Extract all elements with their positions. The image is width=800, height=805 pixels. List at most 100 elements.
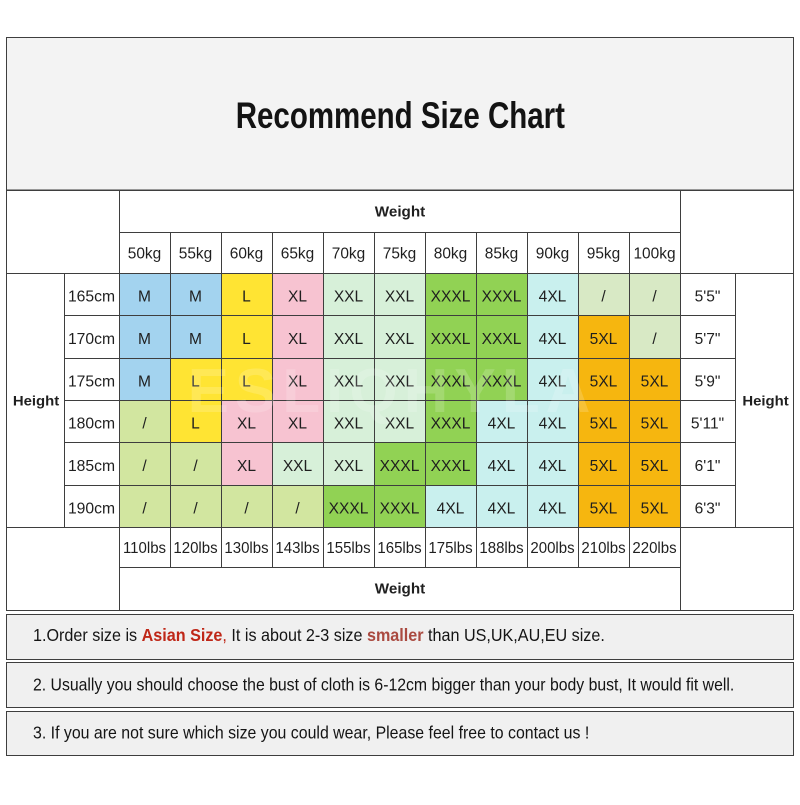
svg-text:XXL: XXL: [334, 458, 364, 475]
svg-text:175lbs: 175lbs: [428, 540, 473, 557]
svg-text:5'11": 5'11": [691, 415, 724, 432]
svg-text:50kg: 50kg: [128, 245, 161, 262]
svg-text:/: /: [193, 500, 198, 517]
svg-text:155lbs: 155lbs: [326, 540, 371, 557]
svg-text:XXXL: XXXL: [482, 331, 522, 348]
svg-text:/: /: [601, 288, 606, 305]
svg-text:XXL: XXL: [334, 415, 364, 432]
svg-text:4XL: 4XL: [539, 331, 567, 348]
svg-text:6'3": 6'3": [695, 500, 721, 517]
svg-text:4XL: 4XL: [488, 458, 516, 475]
svg-text:M: M: [189, 288, 202, 305]
svg-text:Height: Height: [742, 394, 789, 410]
svg-text:170cm: 170cm: [68, 331, 115, 348]
svg-text:XL: XL: [237, 458, 256, 475]
svg-text:80kg: 80kg: [434, 245, 467, 262]
svg-text:XXXL: XXXL: [431, 288, 471, 305]
svg-text:5'9": 5'9": [695, 373, 721, 390]
svg-text:XXL: XXL: [334, 288, 364, 305]
svg-text:XL: XL: [288, 373, 307, 390]
svg-text:4XL: 4XL: [488, 415, 516, 432]
svg-text:/: /: [142, 415, 147, 432]
svg-text:/: /: [244, 500, 249, 517]
svg-text:XXL: XXL: [385, 288, 415, 305]
svg-text:XXXL: XXXL: [482, 288, 522, 305]
svg-text:5XL: 5XL: [590, 373, 618, 390]
svg-text:XXXL: XXXL: [431, 458, 471, 475]
svg-text:XXL: XXL: [334, 331, 364, 348]
svg-text:188lbs: 188lbs: [479, 540, 524, 557]
svg-text:3. If you are not sure which s: 3. If you are not sure which size you co…: [33, 723, 589, 743]
svg-text:XXXL: XXXL: [380, 458, 420, 475]
svg-text:ESLIQHYLA: ESLIQHYLA: [188, 357, 597, 426]
svg-text:130lbs: 130lbs: [224, 540, 269, 557]
svg-text:4XL: 4XL: [539, 415, 567, 432]
svg-text:2. Usually you should choose t: 2. Usually you should choose the bust of…: [33, 675, 734, 695]
svg-text:XXXL: XXXL: [431, 331, 471, 348]
svg-text:M: M: [189, 331, 202, 348]
svg-text:L: L: [191, 415, 200, 432]
svg-text:L: L: [242, 331, 251, 348]
svg-text:143lbs: 143lbs: [275, 540, 320, 557]
svg-text:XXL: XXL: [385, 415, 415, 432]
svg-text:5XL: 5XL: [590, 458, 618, 475]
svg-text:/: /: [142, 458, 147, 475]
svg-text:90kg: 90kg: [536, 245, 569, 262]
svg-text:XXL: XXL: [283, 458, 313, 475]
svg-text:4XL: 4XL: [488, 500, 516, 517]
svg-text:4XL: 4XL: [539, 500, 567, 517]
svg-text:XXXL: XXXL: [329, 500, 369, 517]
svg-text:185cm: 185cm: [68, 458, 115, 475]
svg-text:Height: Height: [13, 394, 60, 410]
svg-text:220lbs: 220lbs: [632, 540, 677, 557]
svg-text:95kg: 95kg: [587, 245, 620, 262]
svg-text:Recommend Size Chart: Recommend Size Chart: [236, 96, 565, 137]
svg-text:1.Order size is Asian Size, It: 1.Order size is Asian Size, It is about …: [33, 625, 605, 645]
svg-text:XXL: XXL: [385, 331, 415, 348]
svg-text:165lbs: 165lbs: [377, 540, 422, 557]
svg-text:200lbs: 200lbs: [530, 540, 575, 557]
svg-text:4XL: 4XL: [539, 373, 567, 390]
svg-text:5XL: 5XL: [590, 331, 618, 348]
svg-text:5'7": 5'7": [695, 331, 721, 348]
svg-text:65kg: 65kg: [281, 245, 314, 262]
svg-text:180cm: 180cm: [68, 415, 115, 432]
svg-text:/: /: [142, 500, 147, 517]
svg-text:XXXL: XXXL: [431, 415, 471, 432]
svg-text:175cm: 175cm: [68, 373, 115, 390]
svg-text:55kg: 55kg: [179, 245, 212, 262]
svg-text:/: /: [652, 288, 657, 305]
svg-text:XXL: XXL: [385, 373, 415, 390]
svg-text:5XL: 5XL: [590, 415, 618, 432]
svg-text:Weight: Weight: [375, 205, 425, 221]
svg-text:M: M: [138, 288, 151, 305]
svg-text:/: /: [295, 500, 300, 517]
svg-text:XXL: XXL: [334, 373, 364, 390]
svg-text:XXXL: XXXL: [431, 373, 471, 390]
svg-text:L: L: [242, 373, 251, 390]
svg-text:4XL: 4XL: [437, 500, 465, 517]
svg-text:XL: XL: [288, 331, 307, 348]
svg-text:L: L: [242, 288, 251, 305]
svg-text:5XL: 5XL: [641, 415, 669, 432]
svg-text:60kg: 60kg: [230, 245, 263, 262]
svg-text:5XL: 5XL: [641, 373, 669, 390]
svg-text:XL: XL: [288, 288, 307, 305]
svg-text:M: M: [138, 331, 151, 348]
svg-text:/: /: [652, 331, 657, 348]
svg-text:5XL: 5XL: [641, 500, 669, 517]
svg-text:75kg: 75kg: [383, 245, 416, 262]
svg-text:Weight: Weight: [375, 582, 425, 598]
svg-text:XXXL: XXXL: [380, 500, 420, 517]
svg-text:85kg: 85kg: [485, 245, 518, 262]
svg-text:4XL: 4XL: [539, 288, 567, 305]
svg-text:5'5": 5'5": [695, 288, 721, 305]
svg-text:6'1": 6'1": [695, 458, 721, 475]
svg-text:70kg: 70kg: [332, 245, 365, 262]
svg-text:190cm: 190cm: [68, 500, 115, 517]
svg-text:/: /: [193, 458, 198, 475]
svg-text:100kg: 100kg: [633, 245, 675, 262]
svg-text:M: M: [138, 373, 151, 390]
svg-text:XXXL: XXXL: [482, 373, 522, 390]
svg-text:5XL: 5XL: [641, 458, 669, 475]
